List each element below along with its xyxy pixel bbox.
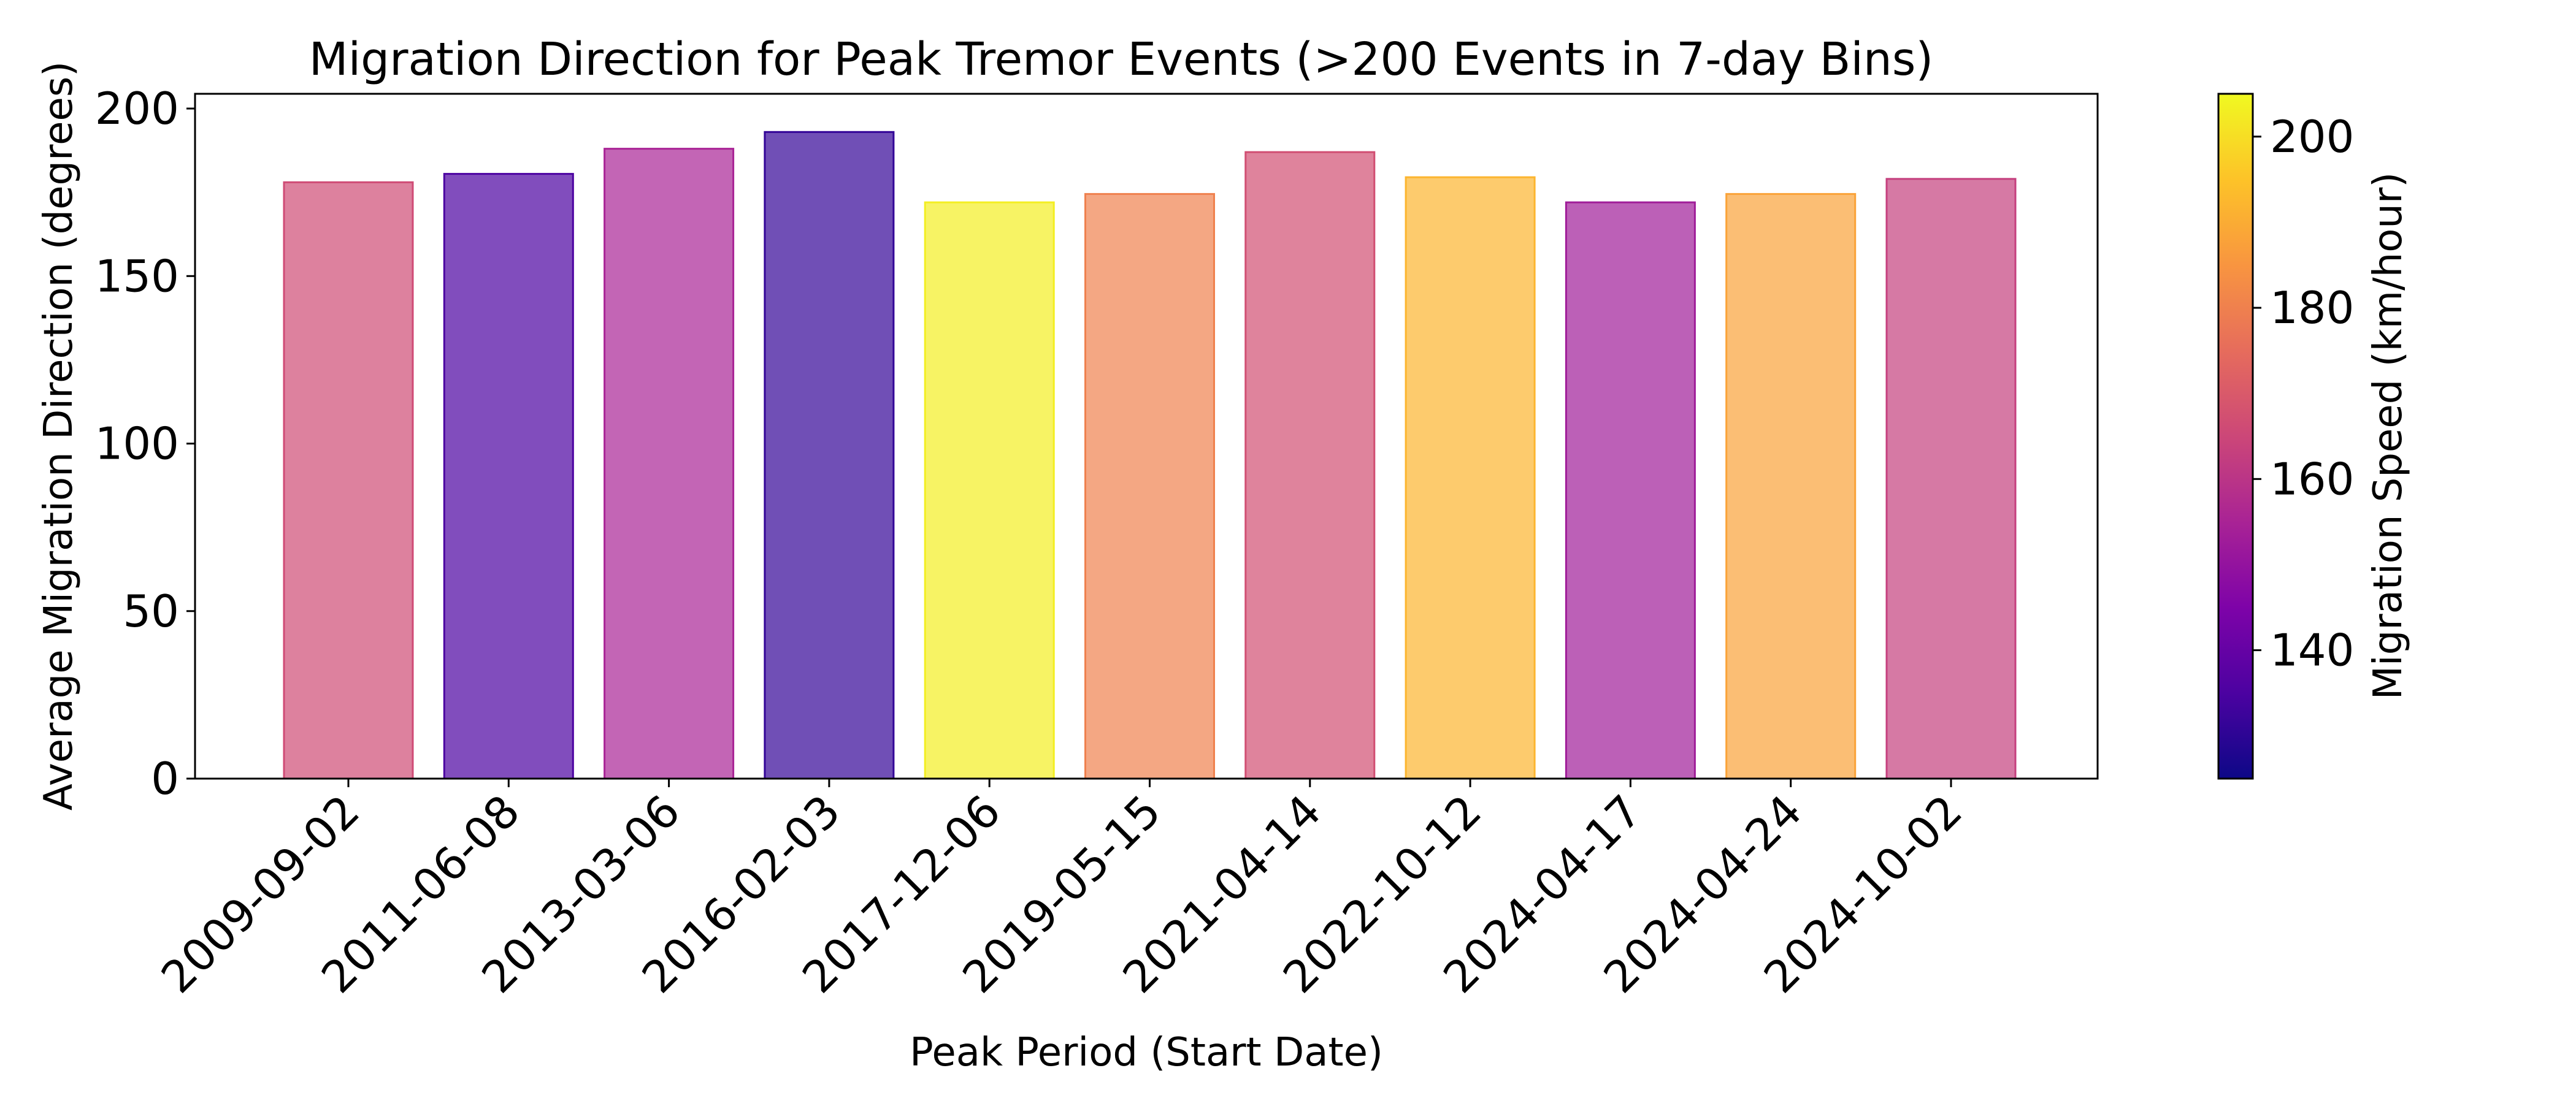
- bar-2024-04-24: [1725, 193, 1857, 780]
- y-tick-label: 200: [95, 83, 179, 134]
- colorbar-tick-label: 180: [2270, 282, 2354, 334]
- chart-title: Migration Direction for Peak Tremor Even…: [309, 33, 1934, 86]
- bar-2024-10-02: [1885, 178, 2017, 780]
- colorbar-tick-label: 160: [2270, 453, 2354, 505]
- bars-group: [283, 131, 2017, 780]
- bar-2022-10-12: [1405, 176, 1536, 780]
- bar-2021-04-14: [1244, 151, 1376, 780]
- x-axis-ticks: 2009-09-022011-06-082013-03-062016-02-03…: [151, 779, 1972, 1003]
- colorbar-label: Migration Speed (km/hour): [2366, 172, 2411, 700]
- colorbar: [2217, 93, 2254, 780]
- colorbar-ticks: 140 160 180 200: [2253, 111, 2354, 676]
- colorbar-tick-label: 200: [2270, 111, 2354, 162]
- plot-frame: [194, 93, 2099, 780]
- bar-2017-12-06: [924, 201, 1055, 780]
- y-tick-label: 0: [151, 753, 179, 804]
- bar-2016-02-03: [764, 131, 895, 780]
- x-axis-label: Peak Period (Start Date): [910, 1030, 1383, 1075]
- y-tick-label: 100: [95, 418, 179, 470]
- y-tick-label: 150: [95, 250, 179, 302]
- bar-2009-09-02: [283, 181, 414, 780]
- bar-2019-05-15: [1084, 193, 1215, 780]
- bar-2013-03-06: [604, 148, 735, 780]
- y-axis-label: Average Migration Direction (degrees): [36, 61, 82, 810]
- bar-2024-04-17: [1565, 201, 1696, 780]
- y-axis-ticks: 0 50 100 150 200: [95, 83, 195, 804]
- y-tick-label: 50: [123, 585, 179, 637]
- colorbar-tick-label: 140: [2270, 625, 2354, 676]
- bar-2011-06-08: [443, 173, 574, 780]
